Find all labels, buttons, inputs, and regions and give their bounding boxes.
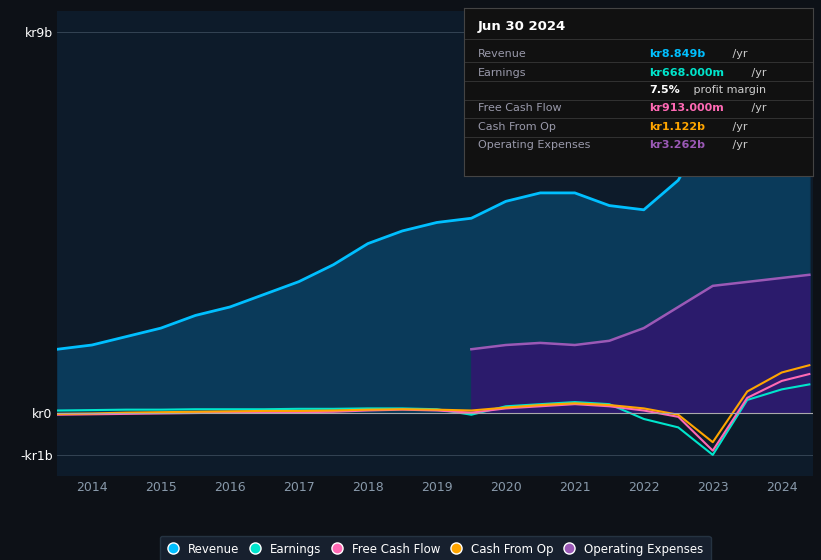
Text: /yr: /yr — [729, 122, 747, 132]
Legend: Revenue, Earnings, Free Cash Flow, Cash From Op, Operating Expenses: Revenue, Earnings, Free Cash Flow, Cash … — [159, 536, 711, 560]
Text: Jun 30 2024: Jun 30 2024 — [478, 20, 566, 33]
Text: kr668.000m: kr668.000m — [649, 68, 724, 78]
Text: /yr: /yr — [748, 68, 767, 78]
Text: kr8.849b: kr8.849b — [649, 49, 705, 59]
Text: kr913.000m: kr913.000m — [649, 104, 723, 113]
Text: 7.5%: 7.5% — [649, 85, 680, 95]
Text: Revenue: Revenue — [478, 49, 526, 59]
Text: Operating Expenses: Operating Expenses — [478, 141, 590, 150]
Text: /yr: /yr — [729, 141, 747, 150]
Text: /yr: /yr — [729, 49, 747, 59]
Text: Cash From Op: Cash From Op — [478, 122, 556, 132]
Text: /yr: /yr — [748, 104, 767, 113]
Text: Earnings: Earnings — [478, 68, 526, 78]
Text: kr3.262b: kr3.262b — [649, 141, 704, 150]
Text: kr1.122b: kr1.122b — [649, 122, 704, 132]
Text: profit margin: profit margin — [690, 85, 766, 95]
Text: Free Cash Flow: Free Cash Flow — [478, 104, 562, 113]
